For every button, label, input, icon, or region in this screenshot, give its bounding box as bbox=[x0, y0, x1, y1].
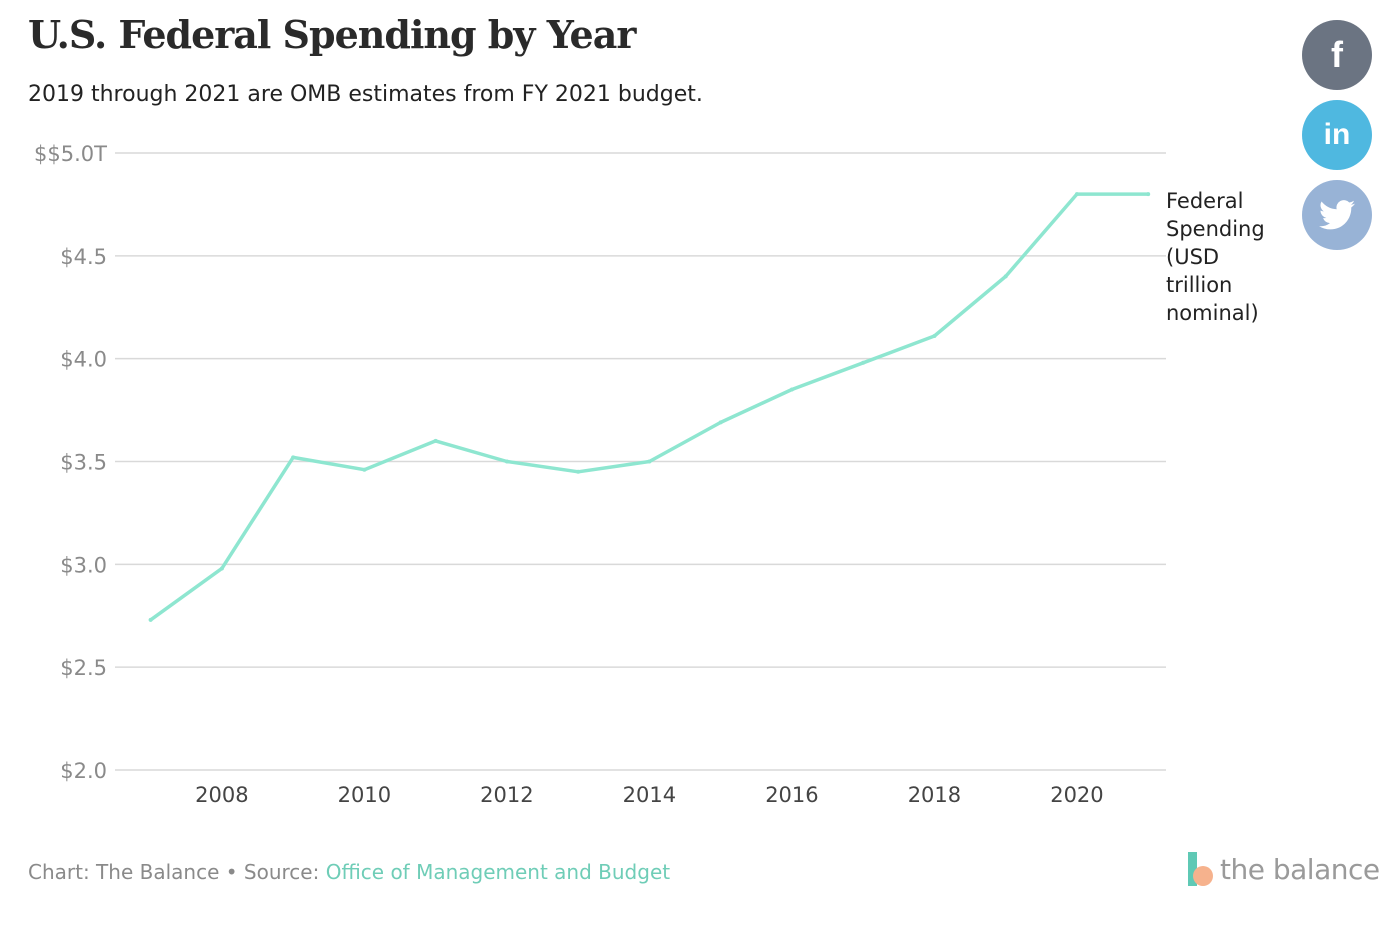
data-point bbox=[789, 387, 794, 392]
y-tick-label: $2.0 bbox=[60, 759, 107, 783]
data-point bbox=[504, 459, 509, 464]
data-point bbox=[219, 566, 224, 571]
data-point bbox=[1074, 192, 1079, 197]
y-tick-label: $3.5 bbox=[60, 451, 107, 475]
facebook-share-button[interactable]: f bbox=[1302, 20, 1372, 90]
twitter-share-button[interactable] bbox=[1302, 180, 1372, 250]
logo-mark-icon bbox=[1188, 852, 1214, 886]
the-balance-logo: the balance bbox=[1188, 852, 1380, 886]
chart-footer: Chart: The Balance • Source: Office of M… bbox=[28, 860, 670, 884]
legend-label-line: Federal bbox=[1166, 189, 1243, 213]
y-tick-label: $4.5 bbox=[60, 245, 107, 269]
series-layer bbox=[148, 192, 1151, 622]
linkedin-share-button[interactable]: in bbox=[1302, 100, 1372, 170]
series-line bbox=[148, 192, 1150, 622]
x-tick-label: 2014 bbox=[623, 783, 676, 807]
data-point bbox=[291, 455, 296, 460]
y-tick-label: $4.0 bbox=[60, 348, 107, 372]
gridlines bbox=[115, 152, 1166, 771]
linkedin-icon: in bbox=[1323, 118, 1351, 151]
legend-label-line: Spending bbox=[1166, 217, 1265, 241]
y-axis-ticks: $2.0 $2.5 $3.0 $3.5 $4.0 $4.5 $$5.0T bbox=[34, 142, 107, 783]
source-label: Source: bbox=[243, 860, 320, 884]
x-axis-ticks: 2008 2010 2012 2014 2016 2018 2020 bbox=[195, 783, 1104, 807]
data-point bbox=[1146, 192, 1151, 197]
data-point bbox=[1003, 274, 1008, 279]
footer-separator: • bbox=[225, 860, 238, 884]
data-point bbox=[861, 360, 866, 365]
data-point bbox=[433, 438, 438, 443]
chart-subtitle: 2019 through 2021 are OMB estimates from… bbox=[28, 82, 703, 107]
x-tick-label: 2012 bbox=[480, 783, 533, 807]
data-point bbox=[932, 334, 937, 339]
source-link[interactable]: Office of Management and Budget bbox=[325, 860, 671, 884]
x-tick-label: 2020 bbox=[1050, 783, 1103, 807]
data-point bbox=[718, 420, 723, 425]
x-tick-label: 2008 bbox=[195, 783, 248, 807]
facebook-icon: f bbox=[1331, 34, 1343, 75]
legend-label-line: trillion bbox=[1166, 273, 1232, 297]
y-tick-label: $2.5 bbox=[60, 656, 107, 680]
x-tick-label: 2010 bbox=[338, 783, 391, 807]
data-point bbox=[576, 469, 581, 474]
data-point bbox=[647, 459, 652, 464]
data-point bbox=[362, 467, 367, 472]
y-tick-label: $3.0 bbox=[60, 553, 107, 577]
data-point bbox=[148, 617, 153, 622]
chart-credit: Chart: The Balance bbox=[28, 860, 220, 884]
twitter-icon bbox=[1319, 200, 1355, 230]
legend-label-line: (USD bbox=[1166, 245, 1219, 269]
x-tick-label: 2016 bbox=[765, 783, 818, 807]
series-legend: Federal Spending (USD trillion nominal) bbox=[1166, 189, 1265, 325]
y-tick-label: $$5.0T bbox=[34, 142, 107, 166]
logo-wordmark: the balance bbox=[1220, 852, 1380, 886]
chart-title: U.S. Federal Spending by Year bbox=[28, 12, 636, 57]
x-tick-label: 2018 bbox=[908, 783, 961, 807]
legend-label-line: nominal) bbox=[1166, 301, 1259, 325]
